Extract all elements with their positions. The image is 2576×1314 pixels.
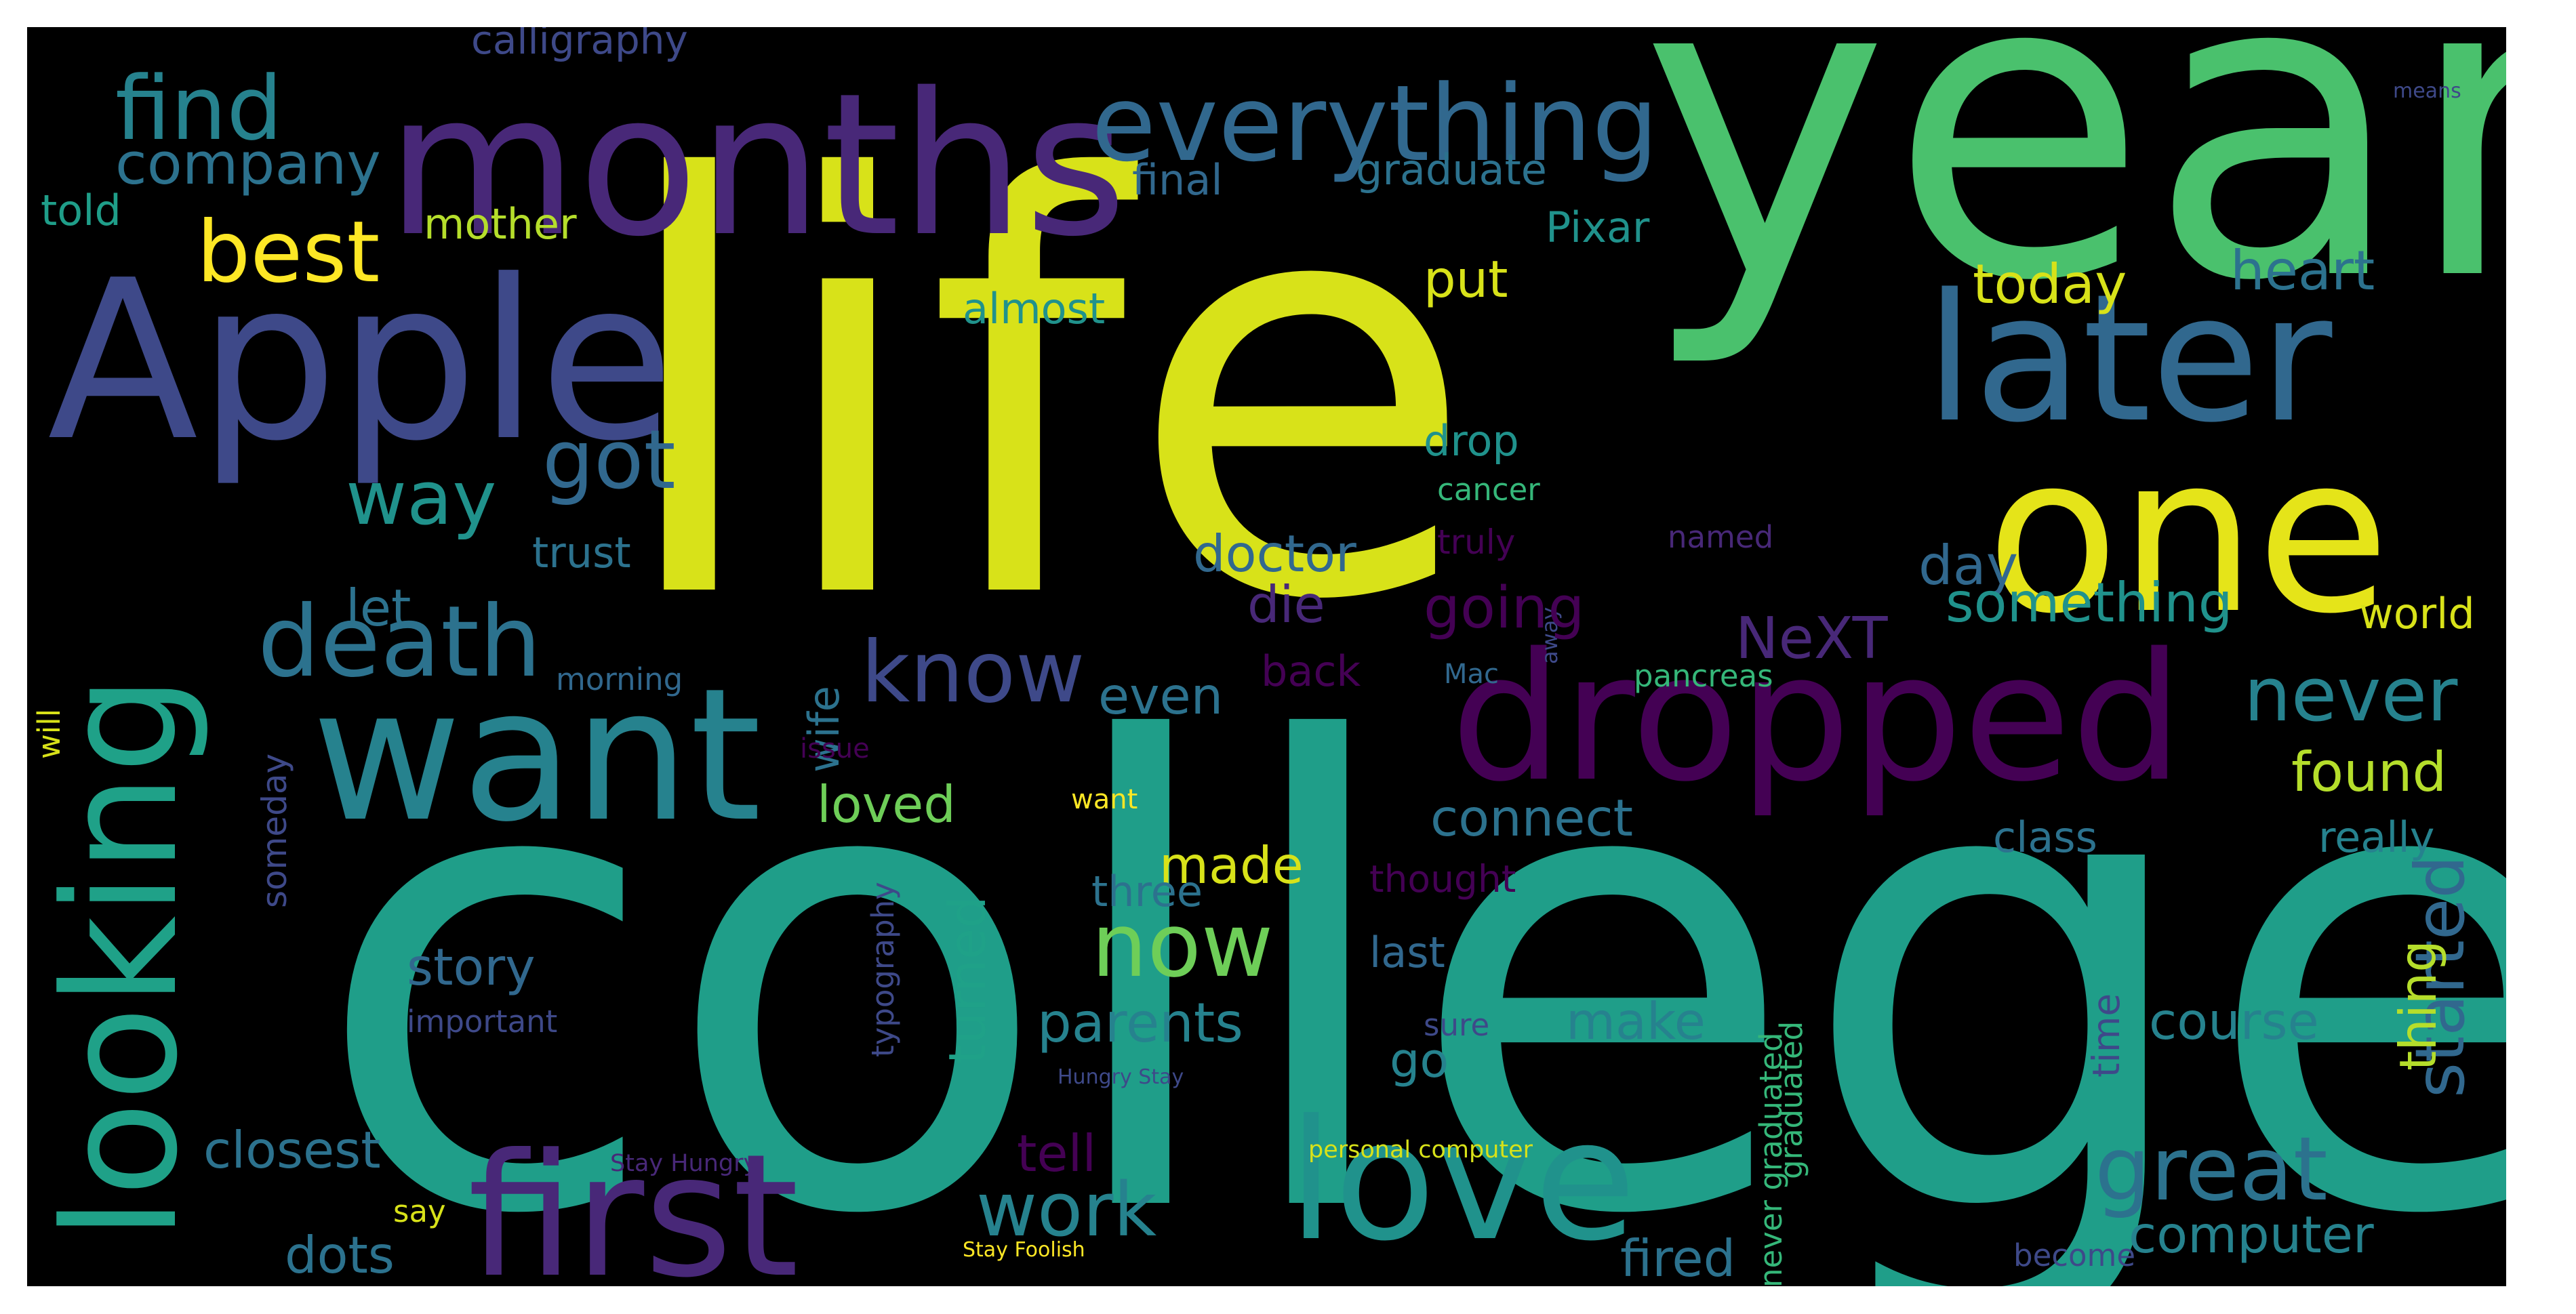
word-life: life	[610, 62, 1478, 724]
word-something: something	[1946, 571, 2233, 634]
word-found: found	[2291, 741, 2447, 804]
word-back: back	[1261, 646, 1361, 696]
word-way: way	[346, 455, 497, 541]
word-stay-hungry: Stay Hungry	[610, 1150, 758, 1177]
word-doctor: doctor	[1193, 524, 1356, 583]
word-mother: mother	[424, 199, 577, 249]
word-want: want	[312, 649, 762, 862]
word-connect: connect	[1430, 788, 1633, 848]
word-apple: Apple	[47, 232, 675, 489]
word-everything: everything	[1091, 62, 1659, 185]
word-college: college	[312, 611, 2506, 1287]
word-graduate: graduate	[1356, 145, 1547, 194]
word-made: made	[1159, 836, 1304, 895]
word-first: first	[468, 1117, 799, 1287]
word-closest: closest	[203, 1120, 381, 1180]
word-world: world	[2359, 589, 2475, 638]
word-time: time	[2085, 993, 2128, 1077]
word-work: work	[976, 1166, 1157, 1253]
word-parents: parents	[1037, 991, 1243, 1054]
word-typography: typography	[865, 882, 901, 1057]
word-means: means	[2393, 79, 2461, 103]
word-really: really	[2318, 813, 2435, 862]
word-make: make	[1566, 991, 1706, 1051]
word-find: find	[115, 57, 283, 160]
word-love: love	[1288, 1084, 1636, 1277]
word-year: year	[1641, 27, 2506, 373]
word-even: even	[1098, 666, 1224, 726]
word-one: one	[1986, 409, 2390, 661]
word-almost: almost	[963, 284, 1106, 333]
word-last: last	[1369, 928, 1445, 977]
word-cloud: college life year months Apple one later…	[27, 27, 2506, 1286]
word-put: put	[1424, 249, 1508, 309]
word-loved: loved	[817, 775, 956, 834]
word-hungry-stay: Hungry Stay	[1058, 1065, 1184, 1089]
word-pixar: Pixar	[1546, 203, 1650, 252]
word-going: going	[1424, 575, 1585, 642]
word-someday: someday	[255, 753, 294, 908]
word-will: will	[31, 708, 67, 759]
word-mac: Mac	[1444, 659, 1500, 690]
word-say: say	[393, 1193, 446, 1229]
word-day: day	[1918, 534, 2019, 597]
word-fired: fired	[1620, 1229, 1736, 1286]
word-let: let	[346, 578, 411, 638]
word-heart: heart	[2230, 239, 2375, 302]
word-best: best	[197, 203, 380, 302]
word-named: named	[1668, 519, 1774, 555]
word-become: become	[2013, 1237, 2136, 1273]
word-turned: turned	[938, 896, 997, 1064]
word-stay-foolish: Stay Foolish	[963, 1238, 1085, 1262]
word-personal-computer: personal computer	[1308, 1136, 1533, 1164]
word-pancreas: pancreas	[1634, 658, 1773, 694]
word-calligraphy: calligraphy	[471, 27, 688, 63]
word-death: death	[258, 585, 542, 699]
word-next: NeXT	[1735, 605, 1888, 672]
word-want-small: want	[1071, 784, 1138, 815]
word-trust: trust	[532, 528, 631, 577]
word-later: later	[1925, 257, 2333, 461]
word-truly: truly	[1437, 522, 1516, 562]
word-company: company	[115, 131, 381, 198]
word-never: never	[2244, 651, 2458, 738]
word-drop: drop	[1424, 416, 1519, 466]
word-class: class	[1993, 813, 2097, 862]
word-story: story	[407, 937, 536, 997]
word-tell: tell	[1017, 1124, 1097, 1183]
word-great: great	[2095, 1117, 2328, 1220]
word-dots: dots	[285, 1225, 395, 1285]
word-issue: issue	[800, 733, 870, 764]
word-know: know	[861, 623, 1085, 722]
word-course: course	[2149, 991, 2319, 1051]
word-computer: computer	[2129, 1205, 2374, 1265]
word-final: final	[1132, 155, 1223, 205]
word-morning: morning	[556, 661, 683, 697]
word-important: important	[407, 1004, 558, 1040]
word-thing: thing	[2388, 940, 2448, 1071]
word-die: die	[1247, 575, 1325, 634]
word-cancer: cancer	[1437, 472, 1540, 508]
word-thought: thought	[1369, 857, 1516, 901]
word-sure: sure	[1424, 1007, 1490, 1043]
word-today: today	[1973, 253, 2127, 316]
word-go: go	[1390, 1033, 1449, 1088]
word-never-graduated: never graduated	[1753, 1032, 1789, 1286]
word-looking: looking	[31, 674, 212, 1240]
word-now: now	[1091, 894, 1274, 997]
word-got: got	[542, 413, 676, 508]
word-dropped: dropped	[1451, 616, 2183, 821]
word-months: months	[386, 52, 1127, 280]
word-told: told	[41, 186, 121, 235]
word-three: three	[1091, 867, 1203, 916]
